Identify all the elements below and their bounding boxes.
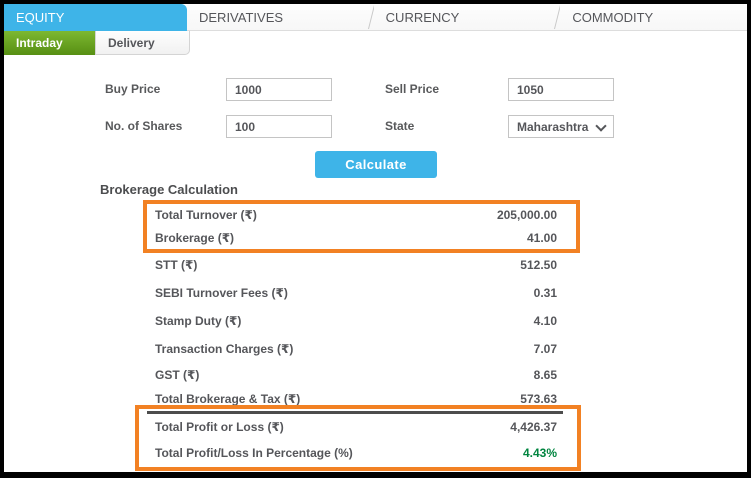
- sell-price-input[interactable]: [508, 78, 614, 101]
- tab-commodity[interactable]: COMMODITY: [560, 4, 747, 31]
- buy-price-input[interactable]: [226, 78, 332, 101]
- calculate-button[interactable]: Calculate: [315, 151, 437, 178]
- table-row: Total Turnover (₹) 205,000.00: [147, 208, 576, 222]
- tab-divider: [357, 5, 375, 29]
- row-label: Total Profit/Loss In Percentage (%): [155, 446, 353, 460]
- row-value: 573.63: [520, 392, 557, 406]
- tab-currency[interactable]: CURRENCY: [373, 4, 562, 31]
- row-label: SEBI Turnover Fees (₹): [155, 286, 288, 300]
- total-separator-line: [147, 411, 563, 414]
- row-label: GST (₹): [155, 368, 200, 382]
- tab-derivatives-label: DERIVATIVES: [199, 9, 284, 25]
- shares-label: No. of Shares: [105, 119, 183, 133]
- tab-currency-label: CURRENCY: [385, 9, 460, 25]
- row-value: 512.50: [520, 258, 557, 272]
- state-label: State: [385, 119, 415, 133]
- tab-commodity-label: COMMODITY: [572, 9, 654, 25]
- state-select-wrapper: Maharashtra: [508, 115, 614, 138]
- row-value: 4.10: [533, 314, 557, 328]
- charges-table: STT (₹) 512.50 SEBI Turnover Fees (₹) 0.…: [155, 251, 557, 411]
- row-value: 7.07: [533, 342, 557, 356]
- table-row: Stamp Duty (₹) 4.10: [155, 307, 557, 335]
- section-heading: Brokerage Calculation: [100, 182, 238, 197]
- state-select[interactable]: Maharashtra: [508, 115, 614, 138]
- tab-derivatives[interactable]: DERIVATIVES: [187, 4, 375, 31]
- row-value: 41.00: [526, 230, 557, 245]
- tab-equity-label: EQUITY: [16, 10, 65, 25]
- table-row: Transaction Charges (₹) 7.07: [155, 335, 557, 363]
- row-label: Total Brokerage & Tax (₹): [155, 392, 301, 406]
- row-value: 205,000.00: [496, 208, 557, 223]
- shares-input[interactable]: [226, 115, 332, 138]
- row-value: 4,426.37: [510, 420, 557, 434]
- row-label: Total Turnover (₹): [155, 208, 257, 223]
- subtab-delivery[interactable]: Delivery: [95, 31, 190, 55]
- table-row: Total Brokerage & Tax (₹) 573.63: [155, 387, 557, 411]
- sell-price-label: Sell Price: [385, 82, 440, 96]
- market-tabs: EQUITY DERIVATIVES CURRENCY COMMODITY: [4, 4, 747, 31]
- tab-equity[interactable]: EQUITY: [4, 4, 187, 31]
- table-row: GST (₹) 8.65: [155, 363, 557, 387]
- table-row: SEBI Turnover Fees (₹) 0.31: [155, 279, 557, 307]
- tab-divider: [544, 5, 562, 29]
- buy-price-label: Buy Price: [105, 82, 161, 96]
- row-value: 0.31: [533, 286, 557, 300]
- turnover-highlight-box: Total Turnover (₹) 205,000.00 Brokerage …: [143, 200, 580, 253]
- row-label: STT (₹): [155, 258, 198, 272]
- row-value: 4.43%: [522, 446, 557, 460]
- row-label: Brokerage (₹): [155, 230, 235, 245]
- subtab-intraday-label: Intraday: [16, 36, 63, 50]
- equity-subtabs: Intraday Delivery: [4, 31, 190, 55]
- row-value: 8.65: [533, 368, 557, 382]
- subtab-delivery-label: Delivery: [108, 35, 155, 50]
- table-row: Brokerage (₹) 41.00: [147, 231, 576, 245]
- profit-highlight-box: Total Profit or Loss (₹) 4,426.37 Total …: [135, 405, 581, 471]
- table-row: Total Profit/Loss In Percentage (%) 4.43…: [139, 440, 577, 466]
- subtab-intraday[interactable]: Intraday: [4, 31, 95, 55]
- table-row: STT (₹) 512.50: [155, 251, 557, 279]
- row-label: Transaction Charges (₹): [155, 342, 294, 356]
- table-row: Total Profit or Loss (₹) 4,426.37: [139, 414, 577, 440]
- row-label: Stamp Duty (₹): [155, 314, 242, 328]
- row-label: Total Profit or Loss (₹): [155, 420, 284, 434]
